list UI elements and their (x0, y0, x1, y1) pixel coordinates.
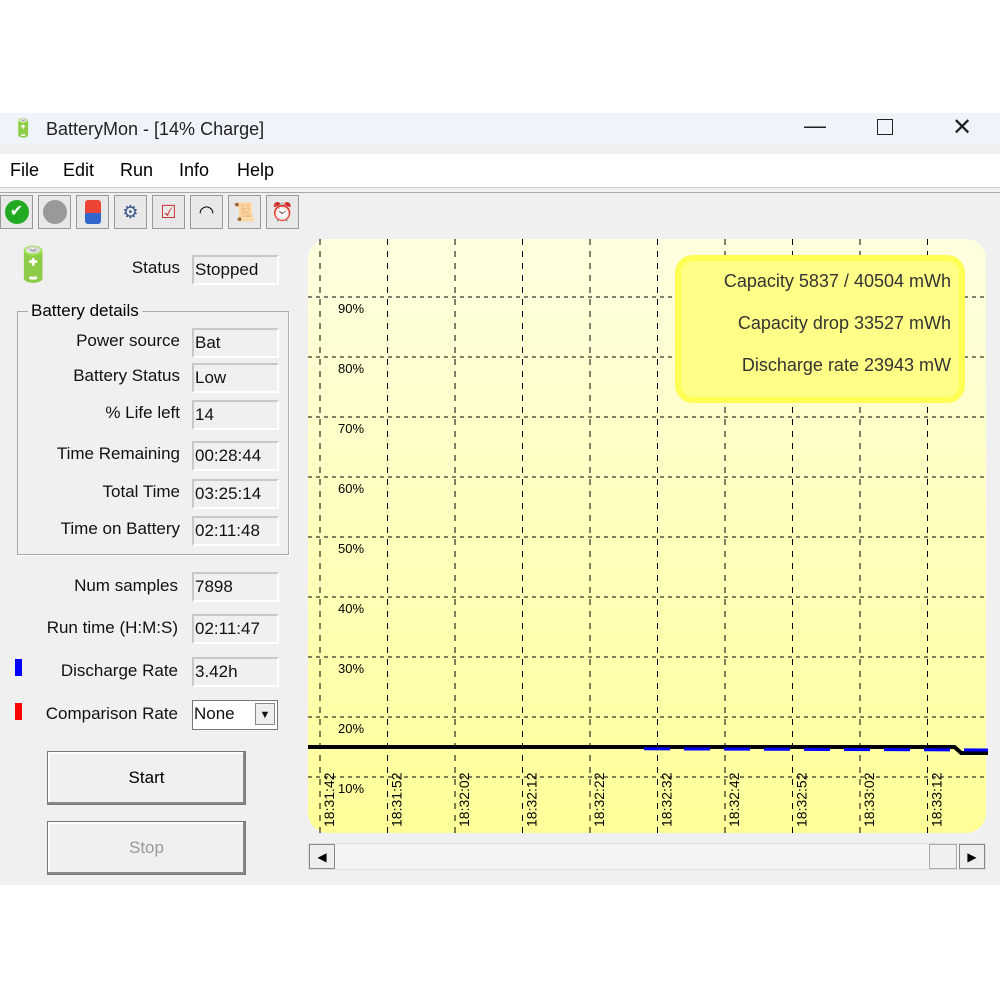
scroll-tool-button[interactable]: 📜 (228, 195, 261, 229)
alarm-tool-button[interactable]: ⏰ (266, 195, 299, 229)
stop-icon (42, 200, 67, 224)
x-tick-label: 18:31:52 (389, 772, 405, 827)
start-tool-button[interactable]: ✔ (0, 195, 33, 229)
detail-field: 03:25:14 (192, 479, 279, 509)
x-tick-label: 18:33:12 (929, 772, 945, 827)
x-tick-label: 18:32:52 (794, 772, 810, 827)
x-tick-label: 18:31:42 (321, 772, 337, 827)
menu-help[interactable]: Help (237, 160, 275, 180)
toolbar: ✔ ⚙ ☑ ◠ 📜 ⏰ (0, 192, 1000, 230)
settings-tool-button[interactable]: ⚙ (114, 195, 147, 229)
stat-field: 3.42h (192, 657, 279, 687)
battery-mon-window: 🔋 BatteryMon - [14% Charge] — ✕ File Edi… (0, 113, 1000, 885)
x-tick-label: 18:33:02 (861, 772, 877, 827)
charge-series-line (308, 745, 988, 755)
status-label: Status (131, 258, 180, 277)
menu-file[interactable]: File (10, 160, 40, 180)
battery-details-group: Battery details (17, 301, 289, 555)
stop-tool-button[interactable] (38, 195, 71, 229)
battery-details-title: Battery details (28, 301, 142, 321)
minimize-button[interactable]: — (804, 113, 826, 138)
horizontal-scrollbar[interactable]: ◀ ▶ (308, 843, 986, 870)
stop-button[interactable]: Stop (47, 821, 246, 875)
y-tick-label: 20% (338, 721, 364, 736)
x-tick-label: 18:32:42 (726, 772, 742, 827)
detail-label: Time on Battery (60, 519, 180, 538)
detail-field: 14 (192, 400, 279, 430)
comparison-color-swatch (15, 703, 22, 720)
alarm-icon: ⏰ (271, 201, 294, 222)
y-tick-label: 70% (338, 421, 364, 436)
status-field: Stopped (192, 255, 279, 285)
title-bar: 🔋 BatteryMon - [14% Charge] — ✕ (0, 113, 1000, 145)
detail-label: Battery Status (73, 366, 180, 385)
comparison-rate-select[interactable]: None ▼ (192, 700, 278, 730)
detail-label: Power source (76, 331, 180, 350)
scroll-right-button[interactable]: ▶ (959, 844, 985, 869)
battery-logo-icon: 🔋 (12, 246, 55, 284)
menu-edit[interactable]: Edit (63, 160, 95, 180)
detail-field: Bat (192, 328, 279, 358)
discharge-color-swatch (15, 659, 22, 676)
scroll-thumb[interactable] (929, 844, 957, 869)
info-panel: Capacity 5837 / 40504 mWh Capacity drop … (675, 255, 965, 403)
gauge-icon: ◠ (198, 201, 215, 222)
x-tick-label: 18:32:12 (524, 772, 540, 827)
stat-label: Run time (H:M:S) (46, 618, 178, 637)
stat-field: 02:11:47 (192, 614, 279, 644)
detail-field: Low (192, 363, 279, 393)
detail-label: % Life left (105, 403, 180, 422)
scroll-left-button[interactable]: ◀ (309, 844, 335, 869)
start-button[interactable]: Start (47, 751, 246, 805)
stat-label: Discharge Rate (60, 661, 178, 680)
detail-field: 02:11:48 (192, 516, 279, 546)
y-tick-label: 40% (338, 601, 364, 616)
discharge-rate-text: Discharge rate 23943 mW (741, 355, 951, 375)
battery-icon (84, 200, 101, 224)
x-tick-label: 18:32:22 (591, 772, 607, 827)
battery-tool-button[interactable] (76, 195, 109, 229)
y-tick-label: 10% (338, 781, 364, 796)
gauge-tool-button[interactable]: ◠ (190, 195, 223, 229)
settings-info-icon: ⚙ (122, 201, 139, 222)
maximize-button[interactable] (877, 119, 893, 135)
scroll-icon: 📜 (233, 201, 256, 222)
detail-label: Total Time (102, 482, 180, 501)
menu-bar: File Edit Run Info Help (0, 154, 1000, 188)
x-tick-label: 18:32:02 (456, 772, 472, 827)
checklist-icon: ☑ (160, 201, 177, 222)
stat-field: 7898 (192, 572, 279, 602)
menu-run[interactable]: Run (120, 160, 154, 180)
checklist-tool-button[interactable]: ☑ (152, 195, 185, 229)
y-tick-label: 80% (338, 361, 364, 376)
check-icon: ✔ (4, 200, 29, 224)
y-tick-label: 50% (338, 541, 364, 556)
app-icon: 🔋 (12, 118, 35, 138)
capacity-text: Capacity 5837 / 40504 mWh (723, 271, 951, 291)
detail-label: Time Remaining (56, 444, 180, 463)
menu-info[interactable]: Info (179, 160, 210, 180)
window-title: BatteryMon - [14% Charge] (46, 119, 265, 139)
capacity-drop-text: Capacity drop 33527 mWh (737, 313, 951, 333)
y-tick-label: 90% (338, 301, 364, 316)
y-tick-label: 60% (338, 481, 364, 496)
selected-value: None (194, 704, 235, 723)
discharge-series-line (643, 747, 988, 752)
x-tick-label: 18:32:32 (659, 772, 675, 827)
y-tick-label: 30% (338, 661, 364, 676)
close-button[interactable]: ✕ (952, 114, 973, 141)
detail-field: 00:28:44 (192, 441, 279, 471)
chevron-down-icon[interactable]: ▼ (255, 703, 275, 725)
stat-label: Num samples (74, 576, 178, 595)
stat-label: Comparison Rate (45, 704, 178, 723)
